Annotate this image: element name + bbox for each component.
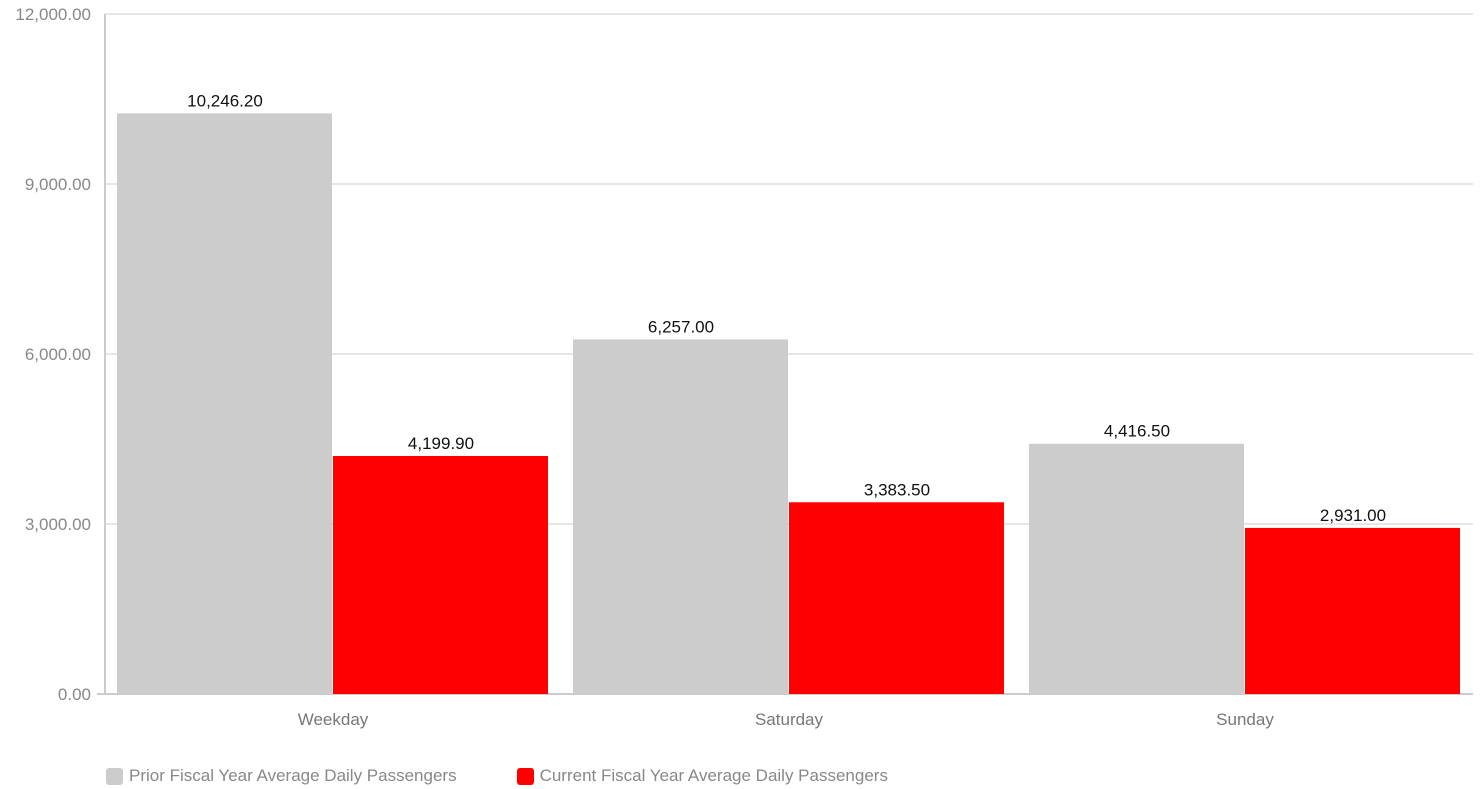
chart-legend: Prior Fiscal Year Average Daily Passenge… bbox=[106, 765, 948, 787]
y-tick-label: 3,000.00 bbox=[25, 515, 91, 534]
data-label: 4,199.90 bbox=[408, 434, 474, 453]
y-tick-label: 6,000.00 bbox=[25, 345, 91, 364]
legend-label-prior: Prior Fiscal Year Average Daily Passenge… bbox=[129, 766, 457, 785]
data-label: 10,246.20 bbox=[187, 91, 263, 110]
legend-item-current[interactable]: Current Fiscal Year Average Daily Passen… bbox=[516, 766, 888, 786]
data-label: 6,257.00 bbox=[648, 317, 714, 336]
legend-swatch-prior bbox=[106, 767, 123, 785]
y-tick-label: 9,000.00 bbox=[25, 175, 91, 194]
bar-weekday-series-0[interactable] bbox=[117, 113, 332, 694]
label-layer: 10,246.20 4,199.90 6,257.00 3,383.50 4,416.5… bbox=[187, 91, 1386, 525]
bar-sunday-series-0[interactable] bbox=[1029, 443, 1244, 694]
data-label: 3,383.50 bbox=[864, 480, 930, 499]
legend-label-current: Current Fiscal Year Average Daily Passen… bbox=[539, 766, 888, 785]
x-category-label: Weekday bbox=[298, 710, 369, 729]
legend-item-prior[interactable]: Prior Fiscal Year Average Daily Passenge… bbox=[106, 766, 457, 786]
y-tick-label: 12,000.00 bbox=[15, 5, 91, 24]
x-category-label: Saturday bbox=[755, 710, 824, 729]
bar-saturday-series-0[interactable] bbox=[573, 339, 788, 694]
data-label: 4,416.50 bbox=[1104, 422, 1170, 441]
bar-saturday-series-1[interactable] bbox=[789, 502, 1004, 694]
bar-sunday-series-1[interactable] bbox=[1245, 527, 1460, 694]
bar-layer bbox=[117, 113, 1460, 694]
legend-swatch-current bbox=[516, 767, 534, 785]
y-tick-label: 0.00 bbox=[58, 685, 91, 704]
bar-weekday-series-1[interactable] bbox=[333, 456, 548, 694]
data-label: 2,931.00 bbox=[1320, 506, 1386, 525]
x-category-label: Sunday bbox=[1216, 710, 1274, 729]
